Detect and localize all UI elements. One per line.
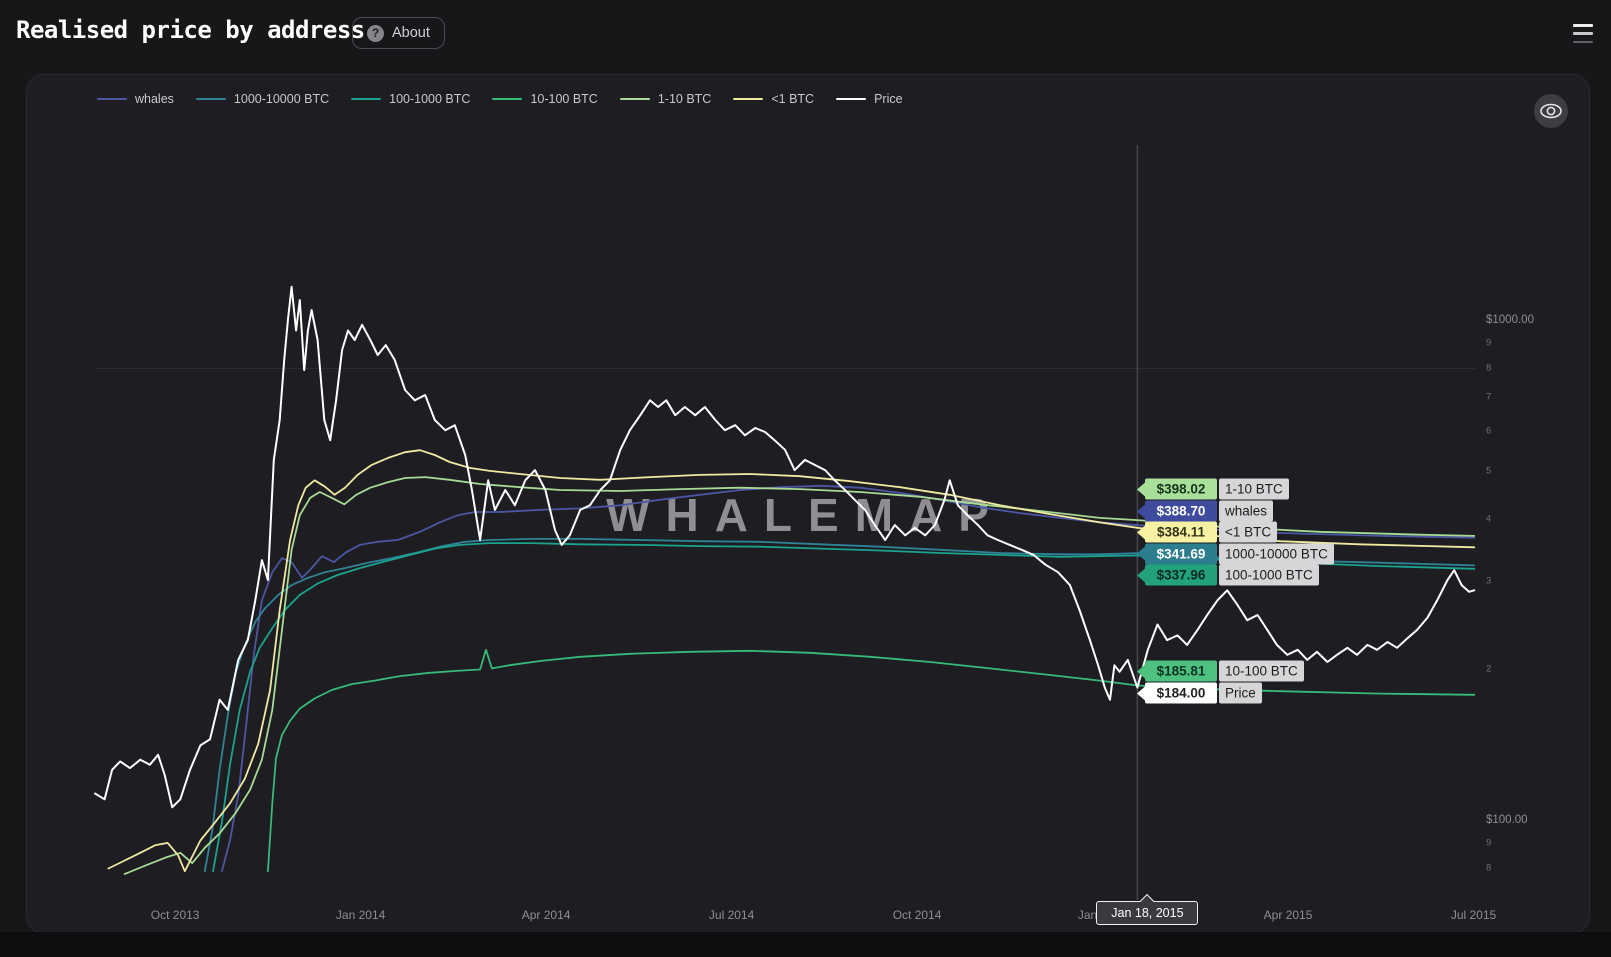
- tooltip-arrow-icon: [1137, 504, 1145, 518]
- eye-icon: [1540, 103, 1562, 119]
- x-axis-tick: Oct 2014: [892, 908, 942, 922]
- tooltip-row: $185.81 10-100 BTC: [1137, 660, 1304, 682]
- x-axis-tick: Apr 2014: [521, 908, 571, 922]
- tooltip-row: $398.02 1-10 BTC: [1137, 478, 1289, 500]
- legend-item-100-1000-btc[interactable]: 100-1000 BTC: [351, 92, 470, 106]
- y-axis-tick: 8: [1486, 362, 1492, 374]
- legend-line-swatch: [836, 97, 867, 101]
- legend-line-swatch: [97, 97, 127, 101]
- y-axis-tick: $1000.00: [1486, 314, 1534, 326]
- legend-label: whales: [135, 92, 174, 106]
- about-button-label: About: [392, 25, 430, 41]
- legend-line-swatch: [195, 97, 226, 101]
- y-axis-tick: 7: [1486, 391, 1492, 403]
- date-tooltip: Jan 18, 2015: [1096, 893, 1199, 925]
- legend-item-whales[interactable]: whales: [97, 92, 174, 106]
- tooltip-series-label: 10-100 BTC: [1219, 660, 1304, 682]
- legend-label: 1000-10000 BTC: [233, 92, 330, 106]
- menu-bar: [1573, 24, 1593, 27]
- page-header: Realised price by address ? About: [0, 0, 1611, 74]
- y-axis-tick: 9: [1486, 337, 1492, 349]
- page-footer-strip: [0, 932, 1611, 957]
- y-axis-tick: 8: [1486, 862, 1492, 874]
- y-axis-tick: 2: [1486, 663, 1492, 675]
- y-axis-tick: $100.00: [1486, 814, 1528, 826]
- y-axis-tick: 6: [1486, 425, 1492, 437]
- tooltip-value: $398.02: [1145, 478, 1217, 500]
- tooltip-series-label: 100-1000 BTC: [1219, 564, 1319, 586]
- x-axis-tick: Jul 2014: [708, 908, 755, 922]
- legend-label: 10-100 BTC: [530, 92, 598, 106]
- tooltip-row: $341.69 1000-10000 BTC: [1137, 543, 1334, 564]
- question-icon: ?: [367, 24, 384, 42]
- chart-legend: whales 1000-10000 BTC 100-1000 BTC 10-100 B…: [97, 92, 903, 106]
- tooltip-arrow-icon: [1137, 664, 1145, 678]
- tooltip-arrow-icon: [1137, 525, 1145, 539]
- x-axis-tick: Apr 2015: [1263, 908, 1313, 922]
- tooltip-arrow-icon: [1137, 686, 1145, 700]
- y-axis-tick: 5: [1486, 465, 1492, 476]
- menu-bar: [1573, 40, 1593, 43]
- tooltip-value: $185.81: [1145, 660, 1217, 682]
- legend-item-price[interactable]: Price: [836, 92, 903, 106]
- date-tooltip-label: Jan 18, 2015: [1111, 906, 1184, 920]
- legend-label: <1 BTC: [771, 92, 815, 106]
- y-axis-tick: 9: [1486, 837, 1492, 849]
- tooltip-value: $341.69: [1145, 543, 1217, 564]
- tooltip-series-label: 1000-10000 BTC: [1219, 543, 1334, 564]
- legend-label: 1-10 BTC: [657, 92, 712, 106]
- tooltip-value: $337.96: [1145, 564, 1217, 586]
- page-title: Realised price by address: [16, 16, 365, 44]
- legend-line-swatch: [733, 97, 764, 101]
- y-axis-tick: 3: [1486, 575, 1492, 587]
- legend-line-swatch: [492, 97, 523, 101]
- legend-item--1-btc[interactable]: <1 BTC: [733, 92, 814, 106]
- legend-item-1-10-btc[interactable]: 1-10 BTC: [619, 92, 712, 106]
- tooltip-arrow-icon: [1137, 482, 1145, 496]
- tooltip-value: $184.00: [1145, 682, 1217, 704]
- tooltip-series-label: <1 BTC: [1219, 521, 1278, 543]
- legend-item-10-100-btc[interactable]: 10-100 BTC: [492, 92, 598, 106]
- legend-label: 100-1000 BTC: [389, 92, 471, 106]
- tooltip-row: $388.70 whales: [1137, 500, 1274, 522]
- tooltip-series-label: whales: [1219, 500, 1274, 522]
- about-button[interactable]: ? About: [352, 17, 445, 49]
- visibility-button[interactable]: [1534, 94, 1568, 128]
- x-axis-tick: Jan 2014: [335, 908, 386, 922]
- tooltip-arrow-icon: [1137, 546, 1145, 561]
- legend-line-swatch: [619, 97, 650, 101]
- legend-line-swatch: [351, 97, 382, 101]
- tooltip-value: $384.11: [1145, 521, 1217, 543]
- x-axis-tick: Jul 2015: [1450, 908, 1497, 922]
- menu-bar: [1573, 32, 1593, 35]
- y-axis-tick: 4: [1486, 513, 1492, 525]
- tooltip-row: $337.96 100-1000 BTC: [1137, 564, 1319, 586]
- tooltip-arrow-icon: [1137, 568, 1145, 582]
- watermark: WHALEMAP: [606, 489, 1005, 541]
- tooltip-value: $388.70: [1145, 500, 1217, 522]
- legend-label: Price: [874, 92, 903, 106]
- menu-icon[interactable]: [1573, 24, 1593, 43]
- tooltip-series-label: 1-10 BTC: [1219, 478, 1289, 500]
- x-axis-tick: Oct 2013: [150, 908, 200, 922]
- tooltip-row: $184.00 Price: [1137, 682, 1262, 704]
- tooltip-row: $384.11 <1 BTC: [1137, 521, 1278, 543]
- legend-item-1000-10000-btc[interactable]: 1000-10000 BTC: [195, 92, 330, 106]
- tooltip-series-label: Price: [1219, 682, 1262, 704]
